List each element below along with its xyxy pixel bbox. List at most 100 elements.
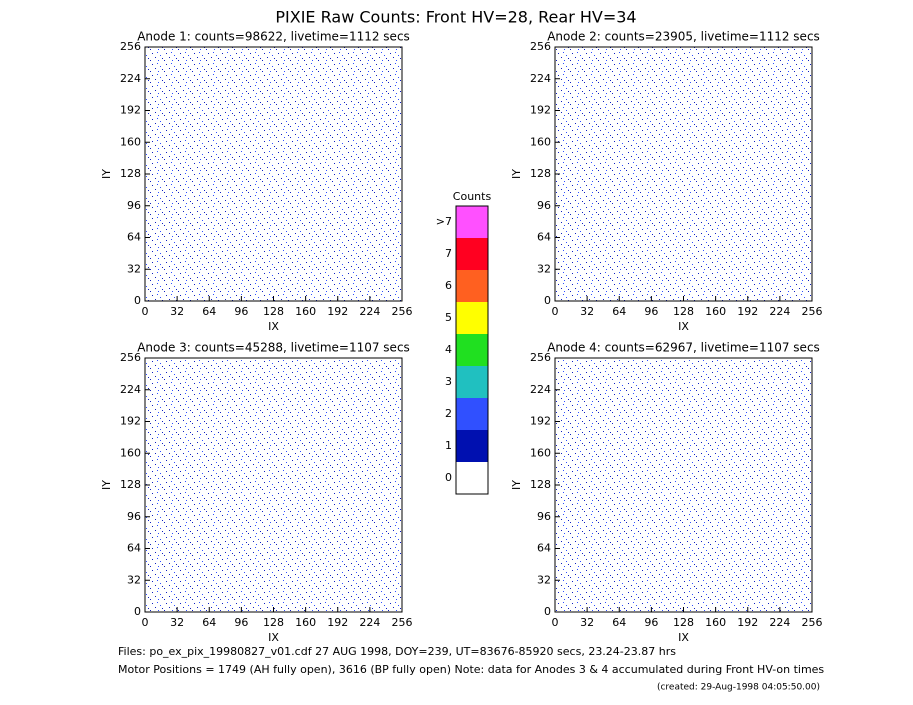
y-tick-label: 96 xyxy=(537,199,551,212)
y-tick-label: 96 xyxy=(127,510,141,523)
x-tick-label: 256 xyxy=(392,305,413,318)
x-tick-label: 224 xyxy=(359,616,380,629)
y-axis-label: IY xyxy=(510,169,523,179)
x-axis-label: IX xyxy=(268,631,279,644)
x-tick-label: 64 xyxy=(612,305,626,318)
x-tick-label: 96 xyxy=(644,305,658,318)
y-axis-label: IY xyxy=(100,169,113,179)
x-tick-label: 160 xyxy=(705,616,726,629)
x-tick-label: 160 xyxy=(295,305,316,318)
x-tick-label: 0 xyxy=(552,616,559,629)
y-tick-label: 256 xyxy=(120,40,141,53)
x-tick-label: 64 xyxy=(202,616,216,629)
x-tick-label: 128 xyxy=(673,616,694,629)
x-tick-label: 192 xyxy=(737,305,758,318)
x-tick-label: 96 xyxy=(234,305,248,318)
x-tick-label: 160 xyxy=(295,616,316,629)
x-tick-label: 128 xyxy=(263,305,284,318)
y-tick-label: 256 xyxy=(530,351,551,364)
colorbar-label: 5 xyxy=(445,311,452,324)
x-tick-label: 96 xyxy=(644,616,658,629)
x-tick-label: 256 xyxy=(802,616,823,629)
x-axis-label: IX xyxy=(678,631,689,644)
x-tick-label: 224 xyxy=(359,305,380,318)
colorbar-cell xyxy=(456,302,488,334)
panel-title: Anode 3: counts=45288, livetime=1107 sec… xyxy=(137,341,410,355)
panel-title: Anode 2: counts=23905, livetime=1112 sec… xyxy=(547,30,820,44)
x-tick-label: 32 xyxy=(170,616,184,629)
y-tick-label: 32 xyxy=(537,573,551,586)
image-area xyxy=(555,47,812,301)
y-tick-label: 0 xyxy=(134,294,141,307)
footer-created: (created: 29-Aug-1998 04:05:50.00) xyxy=(657,683,820,693)
y-tick-label: 64 xyxy=(537,231,551,244)
y-tick-label: 32 xyxy=(127,573,141,586)
x-tick-label: 64 xyxy=(202,305,216,318)
colorbar-cell xyxy=(456,270,488,302)
footer-files: Files: po_ex_pix_19980827_v01.cdf 27 AUG… xyxy=(118,645,676,658)
x-tick-label: 96 xyxy=(234,616,248,629)
colorbar-label: 6 xyxy=(445,279,452,292)
x-tick-label: 160 xyxy=(705,305,726,318)
y-tick-label: 256 xyxy=(530,40,551,53)
y-tick-label: 160 xyxy=(530,446,551,459)
x-tick-label: 192 xyxy=(737,616,758,629)
x-axis-label: IX xyxy=(268,320,279,333)
y-tick-label: 0 xyxy=(544,605,551,618)
y-tick-label: 192 xyxy=(530,415,551,428)
colorbar-cell xyxy=(456,206,488,238)
y-tick-label: 128 xyxy=(530,478,551,491)
x-tick-label: 32 xyxy=(580,616,594,629)
y-tick-label: 224 xyxy=(530,72,551,85)
y-tick-label: 32 xyxy=(127,262,141,275)
x-tick-label: 64 xyxy=(612,616,626,629)
colorbar-frame xyxy=(455,205,489,495)
y-tick-label: 32 xyxy=(537,262,551,275)
colorbar-label: 1 xyxy=(445,439,452,452)
y-axis-label: IY xyxy=(510,480,523,490)
y-axis-label: IY xyxy=(100,480,113,490)
y-tick-label: 128 xyxy=(120,478,141,491)
y-tick-label: 160 xyxy=(120,446,141,459)
colorbar-cell xyxy=(456,398,488,430)
x-tick-label: 32 xyxy=(170,305,184,318)
y-tick-label: 64 xyxy=(537,542,551,555)
y-tick-label: 160 xyxy=(120,135,141,148)
x-tick-label: 256 xyxy=(392,616,413,629)
x-tick-label: 128 xyxy=(263,616,284,629)
panel-title: Anode 1: counts=98622, livetime=1112 sec… xyxy=(137,30,410,44)
footer-motor: Motor Positions = 1749 (AH fully open), … xyxy=(118,663,824,676)
x-tick-label: 192 xyxy=(327,616,348,629)
x-tick-label: 256 xyxy=(802,305,823,318)
y-tick-label: 224 xyxy=(530,383,551,396)
x-tick-label: 32 xyxy=(580,305,594,318)
colorbar-cell xyxy=(456,334,488,366)
x-tick-label: 224 xyxy=(769,616,790,629)
y-tick-label: 64 xyxy=(127,542,141,555)
x-tick-label: 192 xyxy=(327,305,348,318)
y-tick-label: 128 xyxy=(530,167,551,180)
y-tick-label: 224 xyxy=(120,383,141,396)
colorbar-cell xyxy=(456,430,488,462)
x-tick-label: 128 xyxy=(673,305,694,318)
x-axis-label: IX xyxy=(678,320,689,333)
panel-title: Anode 4: counts=62967, livetime=1107 sec… xyxy=(547,341,820,355)
colorbar-label: 0 xyxy=(445,471,452,484)
image-area xyxy=(145,358,402,612)
colorbar-label: >7 xyxy=(436,215,452,228)
y-tick-label: 128 xyxy=(120,167,141,180)
x-tick-label: 0 xyxy=(142,616,149,629)
colorbar-cell xyxy=(456,238,488,270)
colorbar-label: 4 xyxy=(445,343,452,356)
colorbar-cell xyxy=(456,366,488,398)
x-tick-label: 0 xyxy=(552,305,559,318)
y-tick-label: 160 xyxy=(530,135,551,148)
image-area xyxy=(555,358,812,612)
x-tick-label: 224 xyxy=(769,305,790,318)
colorbar-label: 7 xyxy=(445,247,452,260)
y-tick-label: 96 xyxy=(537,510,551,523)
y-tick-label: 64 xyxy=(127,231,141,244)
colorbar-label: 3 xyxy=(445,375,452,388)
image-area xyxy=(145,47,402,301)
